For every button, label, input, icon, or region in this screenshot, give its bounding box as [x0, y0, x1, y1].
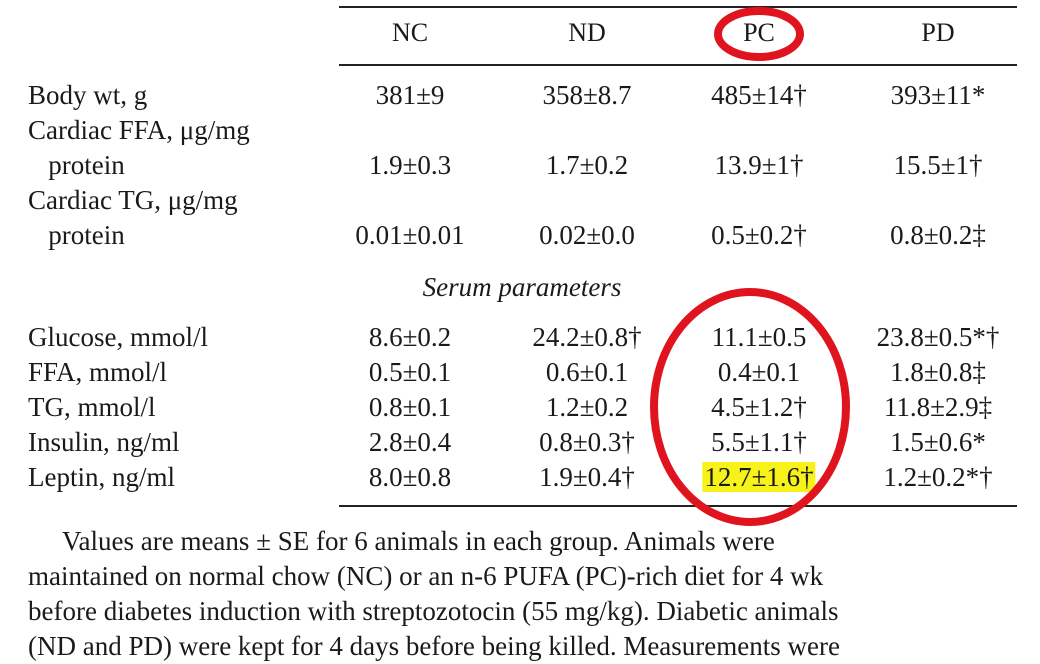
table-cell: 1.2±0.2*† [883, 460, 992, 494]
column-header-pd: PD [921, 18, 955, 47]
cell-value: 5.5±1.1† [711, 427, 807, 457]
row-label: TG, mmol/l [28, 392, 156, 422]
table-cell: 0.8±0.1 [369, 390, 451, 424]
row-label: Insulin, ng/ml [28, 427, 180, 457]
table-cell: 0.02±0.0 [539, 220, 635, 250]
column-header-nd: ND [568, 18, 606, 47]
row-label: protein [28, 150, 125, 180]
table-cell: 8.6±0.2 [369, 320, 451, 354]
cell-value: 0.5±0.1 [368, 357, 452, 387]
table-cell: 15.5±1† [893, 150, 983, 180]
row-label: FFA, mmol/l [28, 357, 168, 387]
cell-value: 1.9±0.4† [539, 462, 635, 492]
table-cell: 0.5±0.2† [711, 220, 807, 250]
cell-value: 8.0±0.8 [368, 462, 452, 492]
cell-value: 2.8±0.4 [368, 427, 452, 457]
table-cell: 1.5±0.6* [890, 425, 986, 459]
footnote-line: (ND and PD) were kept for 4 days before … [28, 631, 840, 661]
table-cell: 393±11* [890, 80, 986, 110]
table-cell: 8.0±0.8 [369, 460, 451, 494]
table-cell: 0.8±0.3† [539, 425, 635, 459]
highlighted-cell-value: 12.7±1.6† [702, 462, 816, 492]
table-cell: 381±9 [375, 80, 445, 110]
cell-value: 24.2±0.8† [532, 322, 642, 352]
table-cell: 0.6±0.1 [546, 355, 628, 389]
row-label: Cardiac FFA, μg/mg [28, 115, 250, 145]
cell-value: 8.6±0.2 [368, 322, 452, 352]
cell-value: 23.8±0.5*† [876, 322, 1000, 352]
table-bottom-rule [339, 505, 1017, 507]
cell-value: 0.8±0.1 [368, 392, 452, 422]
cell-value: 0.4±0.1 [717, 357, 801, 387]
table-cell: 1.7±0.2 [545, 150, 629, 180]
table-cell: 358±8.7 [542, 80, 632, 110]
column-header-pc: PC [743, 18, 775, 47]
table-cell: 2.8±0.4 [369, 425, 451, 459]
table-header-rule [339, 64, 1017, 66]
footnote-line: maintained on normal chow (NC) or an n-6… [28, 561, 824, 591]
row-label: Body wt, g [28, 80, 148, 110]
row-label: Glucose, mmol/l [28, 322, 208, 352]
cell-value: 0.6±0.1 [545, 357, 629, 387]
table-cell: 1.2±0.2 [546, 390, 628, 424]
table-cell: 11.8±2.9‡ [884, 390, 992, 424]
cell-value: 1.8±0.8‡ [890, 357, 986, 387]
table-cell: 0.4±0.1 [718, 355, 800, 389]
table-cell: 23.8±0.5*† [877, 320, 1000, 354]
row-label: Cardiac TG, μg/mg [28, 185, 238, 215]
row-label: protein [28, 220, 125, 250]
table-footnote: Values are means ± SE for 6 animals in e… [28, 524, 1016, 664]
table-cell: 1.9±0.4† [539, 460, 635, 494]
table-cell: 0.5±0.1 [369, 355, 451, 389]
table-cell: 485±14† [711, 80, 807, 110]
table-cell: 13.9±1† [714, 150, 804, 180]
cell-value: 11.1±0.5 [711, 322, 807, 352]
cell-value: 1.5±0.6* [890, 427, 986, 457]
cell-value: 11.8±2.9‡ [883, 392, 993, 422]
table-cell: 1.8±0.8‡ [890, 355, 986, 389]
footnote-line: Values are means ± SE for 6 animals in e… [62, 526, 775, 556]
table-cell: 0.8±0.2‡ [890, 220, 986, 250]
table-cell: 11.1±0.5 [712, 320, 807, 354]
table-cell: 12.7±1.6† [702, 460, 816, 494]
table-cell: 24.2±0.8† [532, 320, 641, 354]
cell-value: 4.5±1.2† [711, 392, 807, 422]
table-cell: 5.5±1.1† [711, 425, 807, 459]
cell-value: 1.2±0.2 [545, 392, 629, 422]
table-cell: 0.01±0.01 [355, 220, 465, 250]
table-cell: 1.9±0.3 [368, 150, 452, 180]
table-top-rule [339, 6, 1017, 8]
section-label: Serum parameters [422, 272, 622, 302]
table-cell: 4.5±1.2† [711, 390, 807, 424]
footnote-line: before diabetes induction with streptozo… [28, 596, 839, 626]
column-header-nc: NC [391, 18, 429, 47]
row-label: Leptin, ng/ml [28, 462, 175, 492]
cell-value: 0.8±0.3† [539, 427, 635, 457]
cell-value: 1.2±0.2*† [883, 462, 993, 492]
